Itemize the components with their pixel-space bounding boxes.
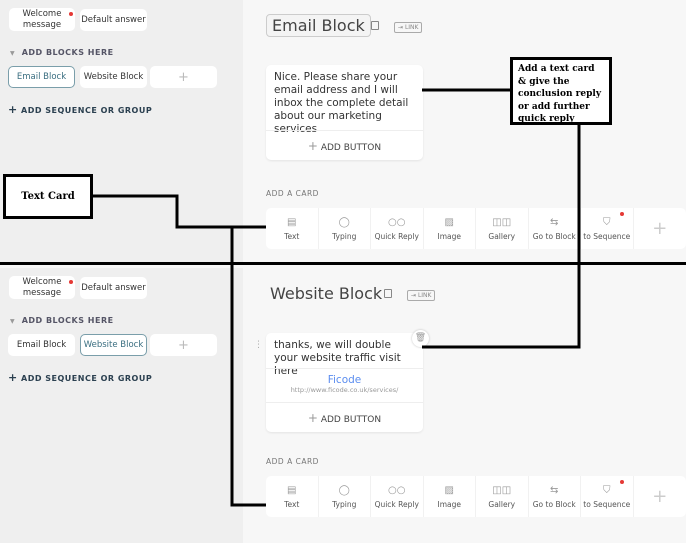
connector-text-card-2 (232, 227, 266, 505)
connector-add-text-2 (422, 124, 579, 347)
annotation-text-card: Text Card (3, 174, 93, 219)
annotation-add-text-card: Add a text card & give the conclusion re… (510, 57, 612, 125)
connector-text-card (92, 196, 266, 227)
